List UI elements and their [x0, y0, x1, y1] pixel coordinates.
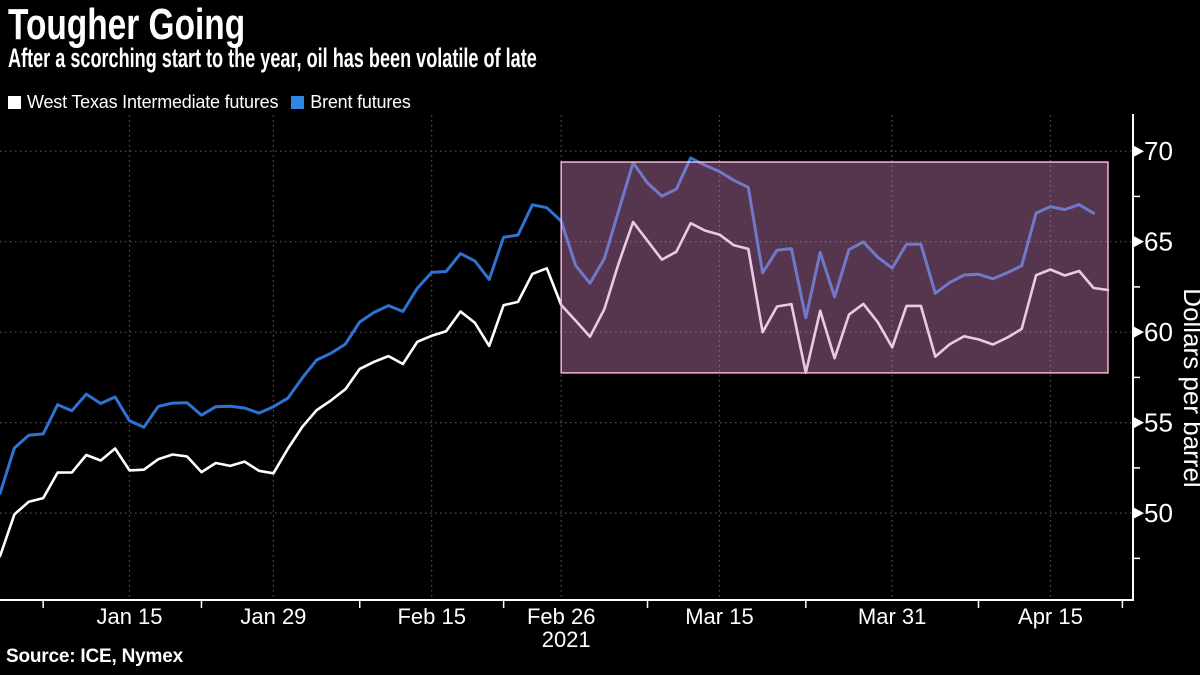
legend-item-brent: Brent futures — [291, 92, 411, 113]
page-subtitle: After a scorching start to the year, oil… — [8, 43, 537, 73]
x-tick-label: Feb 26 — [527, 604, 596, 629]
y-tick-marker — [1133, 235, 1144, 248]
wti-line — [0, 220, 1110, 558]
highlight-band — [560, 161, 1109, 374]
x-tick-label: Apr 15 — [1018, 604, 1083, 629]
x-tick-label: Mar 31 — [858, 604, 926, 629]
y-axis-title: Dollars per barrel — [1178, 288, 1200, 487]
legend-item-wti: West Texas Intermediate futures — [8, 92, 278, 113]
x-tick-label: Jan 29 — [240, 604, 306, 629]
y-tick-marker — [1133, 326, 1144, 339]
y-tick-marker — [1133, 507, 1144, 520]
y-tick-label: 70 — [1144, 136, 1173, 166]
y-tick-label: 55 — [1144, 408, 1173, 438]
y-tick-marker — [1133, 416, 1144, 429]
x-tick-label: Feb 15 — [397, 604, 466, 629]
x-tick-label: Jan 15 — [96, 604, 162, 629]
chart-legend: West Texas Intermediate futures Brent fu… — [8, 92, 411, 113]
brent-legend-label: Brent futures — [310, 92, 411, 112]
y-tick-marker — [1133, 145, 1144, 158]
brent-line — [0, 156, 1096, 495]
brent-legend-swatch-icon — [291, 96, 305, 109]
page-title: Tougher Going — [8, 0, 246, 49]
source-attribution: Source: ICE, Nymex — [6, 646, 183, 667]
wti-legend-swatch-icon — [8, 96, 21, 109]
wti-legend-label: West Texas Intermediate futures — [27, 92, 279, 112]
x-tick-label: Mar 15 — [685, 604, 753, 629]
y-tick-label: 65 — [1144, 227, 1173, 257]
y-tick-label: 50 — [1144, 498, 1173, 528]
x-axis-year-label: 2021 — [542, 627, 591, 652]
y-tick-label: 60 — [1144, 317, 1173, 347]
